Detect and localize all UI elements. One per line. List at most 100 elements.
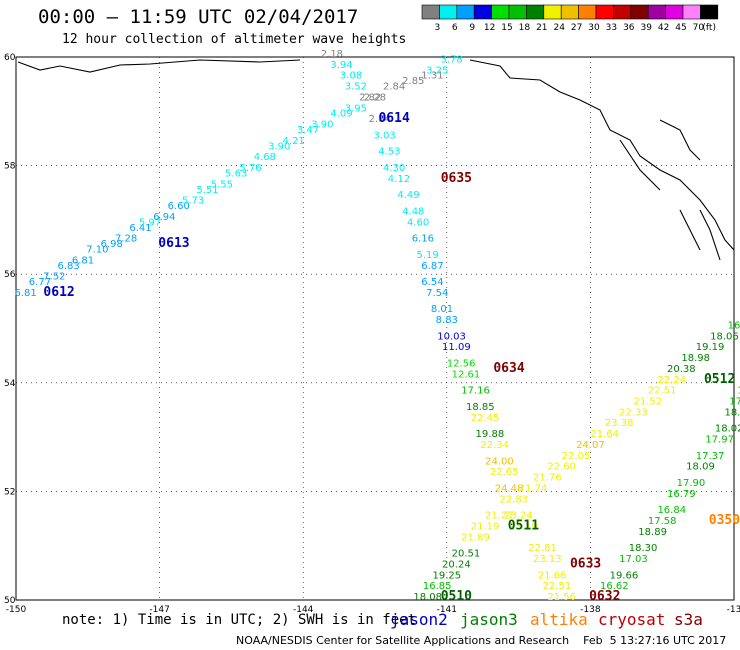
legend-tick-label: 70 [693,23,705,33]
sat-label-jason3: jason3 [460,610,518,629]
legend-tick-label: 30 [588,23,600,33]
wave-height-value: 3.25 [426,65,448,76]
color-legend: 3 6 9 12 15 18 21 24 27 30 33 36 39 42 45 70(ft) [421,4,719,33]
legend-tick-label: 33 [606,23,617,33]
lat-tick-label: 50 [4,596,16,606]
wave-height-value: 6.94 [153,212,175,223]
lon-tick-label: -141 [437,605,457,615]
lat-tick-label: 56 [4,270,16,280]
wave-height-value: 3.08 [340,71,362,82]
legend-tick-label: 39 [640,23,652,33]
legend-tick-label: 42 [658,23,669,33]
wave-height-value: 17.6 [737,386,740,397]
footer-note: note: 1) Time is in UTC; 2) SWH is in fe… [62,612,417,628]
wave-height-value: 17.03 [619,554,648,565]
wave-height-value: 12.56 [447,359,476,370]
wave-height-value: 18.30 [629,543,658,554]
wave-height-value: 6.41 [129,223,151,234]
wave-height-value: 2.18 [321,49,343,60]
wave-height-value: 19.25 [432,570,461,581]
lon-tick-label: -144 [293,605,314,615]
wave-height-value: 17.97 [705,435,734,446]
wave-height-value: 23.24 [504,511,533,522]
wave-height-value: 16.62 [600,581,629,592]
sat-label-altika: altika [530,610,588,629]
wave-height-value: 6.60 [168,201,190,212]
wave-height-value: 3.03 [373,130,395,141]
wave-height-value: 17.69 [729,397,740,408]
wave-height-value: 6.87 [421,261,443,272]
wave-height-value: 18.89 [638,527,667,538]
wave-height-value: 3.90 [311,120,333,131]
wave-height-value: 22.81 [528,543,557,554]
wave-height-value: 12.61 [452,369,481,380]
wave-height-value: 18.98 [681,353,710,364]
wave-height-value: 18.08 [413,592,442,603]
wave-height-value: 10.03 [437,331,466,342]
lat-tick-label: 60 [4,53,16,63]
legend-tick-label: 27 [571,23,582,33]
wave-height-value: 4.60 [407,217,429,228]
pass-time-label: 0613 [158,236,189,251]
legend-tick-label: 24 [553,23,565,33]
wave-height-value: 17.37 [696,451,725,462]
chart-title: 00:00 – 11:59 UTC 02/04/2017 [38,6,359,28]
legend-tick-label: 45 [675,23,686,33]
legend-tick-label: 12 [484,23,495,33]
legend-tick-label: 3 [435,23,441,33]
lat-tick-label: 54 [4,379,16,389]
pass-time-label: 0635 [441,171,472,186]
lon-tick-label: -147 [149,605,169,615]
wave-height-value: 16.84 [657,505,686,516]
wave-height-value: 2.85 [402,76,424,87]
lon-tick-label: -150 [6,605,27,615]
lat-tick-label: 52 [4,487,15,497]
wave-height-value: 5.55 [211,179,233,190]
legend-tick-label: 21 [536,23,547,33]
wave-height-value: 17.16 [461,386,490,397]
wave-height-value: 2.82 [359,92,381,103]
wave-height-value: 21.52 [634,397,663,408]
sat-label-s3a: s3a [674,610,703,629]
pass-time-label: 0511 [508,518,539,533]
wave-height-value: 8.83 [436,315,458,326]
wave-height-value: 5.63 [225,168,247,179]
wave-height-value: 18.02 [715,424,740,435]
pass-time-label: 0510 [441,589,472,604]
wave-height-value: 21.66 [538,570,567,581]
wave-height-value: 4.21 [282,136,304,147]
wave-height-value: 18.81 [724,407,740,418]
pass-time-label: 0633 [570,556,601,571]
wave-height-value: 22.51 [648,386,677,397]
wave-height-value: 7.52 [43,272,65,283]
pass-time-label: 0632 [589,589,620,604]
wave-height-value: 2.84 [369,114,391,125]
wave-height-value: 21.19 [471,521,500,532]
wave-height-value: 23.13 [533,554,562,565]
wave-height-value: 3.95 [345,103,367,114]
pass-time-label: 0350 [709,513,740,528]
wave-height-value: 20.38 [667,364,696,375]
wave-height-value: 6.81 [72,255,94,266]
pass-time-label: 0614 [378,111,409,126]
wave-height-value: 22.33 [619,407,648,418]
wave-height-value: 16.79 [667,489,696,500]
sat-label-cryosat: cryosat [598,610,666,629]
wave-height-value: 3.52 [345,82,367,93]
wave-height-value: 17.90 [677,478,706,489]
wave-height-value: 22.83 [499,494,528,505]
wave-height-value: 21.27 [485,511,514,522]
wave-height-value: 6.77 [29,277,51,288]
wave-height-value: 3.94 [330,60,352,71]
wave-height-value: 6.81 [14,288,36,299]
wave-height-value: 18.85 [466,402,495,413]
wave-height-value: 20.24 [442,559,471,570]
wave-height-value: 4.48 [402,206,424,217]
wave-height-value: 4.68 [254,152,276,163]
wave-height-value: 7.54 [426,288,448,299]
wave-height-value: 22.45 [471,413,500,424]
wave-height-value: 5.19 [417,250,439,261]
wave-height-value: 22.05 [562,451,591,462]
wave-height-value: 22.34 [480,440,509,451]
pass-time-label: 0612 [43,285,74,300]
